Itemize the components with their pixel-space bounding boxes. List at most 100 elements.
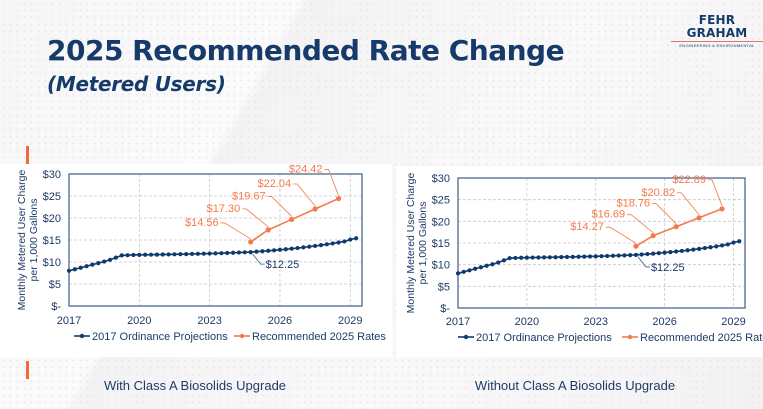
data-point-recommended: [289, 216, 295, 223]
chart-legend: 2017 Ordinance Projections Recommended 20…: [74, 331, 386, 343]
data-point-ordinance: [78, 265, 83, 270]
page-title: 2025 Recommended Rate Change: [47, 34, 565, 67]
x-tick-label: 2020: [127, 315, 151, 327]
y-axis-title: per 1,000 Gallons: [28, 199, 40, 282]
series-line-recommended: [250, 197, 339, 243]
data-point-ordinance: [336, 240, 341, 245]
data-point-ordinance: [737, 239, 742, 244]
data-point-ordinance: [125, 253, 130, 258]
data-point-ordinance: [691, 247, 696, 252]
data-point-ordinance: [708, 245, 713, 250]
series-line-ordinance: [68, 237, 357, 272]
data-point-ordinance: [178, 252, 183, 257]
data-point-ordinance: [455, 271, 461, 276]
data-point-ordinance: [719, 243, 725, 248]
data-point-ordinance: [524, 255, 529, 260]
x-tick-label: 2020: [515, 316, 539, 328]
data-point-ordinance: [473, 266, 478, 271]
data-point-ordinance: [593, 254, 598, 259]
annotation-leader: [637, 256, 650, 268]
data-point-ordinance: [570, 254, 575, 259]
data-point-ordinance: [610, 253, 616, 258]
data-point-ordinance: [195, 251, 201, 256]
legend-marker-icon: [239, 333, 245, 339]
data-point-ordinance: [330, 241, 335, 246]
data-point-ordinance: [272, 248, 277, 253]
y-axis-title: Monthly Metered User Charge: [16, 170, 28, 311]
chart-panel-right: $- $5 $10 $15 $20 $25 $30 2017 2020 2023 2026 2029 M…: [396, 166, 763, 357]
data-point-ordinance: [113, 255, 118, 260]
y-tick-label: $10: [432, 260, 450, 272]
data-point-ordinance: [542, 255, 547, 260]
data-point-ordinance: [668, 250, 673, 255]
data-point-ordinance: [348, 237, 353, 242]
data-point-ordinance: [137, 252, 142, 257]
legend-marker-icon: [463, 334, 469, 340]
data-point-recommended: [650, 233, 656, 239]
data-point-recommended: [633, 243, 639, 249]
annotation-leader: [605, 226, 637, 244]
data-point-ordinance: [160, 252, 165, 257]
data-point-recommended: [335, 195, 342, 202]
y-tick-label: $5: [438, 281, 450, 293]
data-point-ordinance: [674, 249, 679, 254]
chart-with-upgrade: $- $5 $10 $15 $20 $25 $30 2017 2020 2023 2026 2029 M…: [16, 164, 387, 343]
data-point-ordinance: [467, 268, 472, 273]
annotation-leader: [267, 196, 292, 217]
data-label-recommended: $22.04: [257, 178, 291, 190]
chart-without-upgrade: $- $5 $10 $15 $20 $25 $30 2017 2020 2023 2026 2029 M…: [405, 173, 763, 344]
data-point-ordinance: [266, 248, 271, 253]
data-point-ordinance: [66, 268, 72, 273]
x-tick-label: 2029: [721, 316, 745, 328]
data-point-ordinance: [628, 253, 633, 258]
data-point-ordinance: [207, 251, 212, 256]
data-point-ordinance: [553, 255, 558, 260]
caption-without-upgrade: Without Class A Biosolids Upgrade: [474, 378, 676, 393]
annotation-leader: [652, 203, 677, 224]
data-point-ordinance: [189, 251, 195, 257]
data-point-ordinance: [166, 252, 171, 257]
y-axis-title: per 1,000 Gallons: [417, 202, 429, 285]
data-point-ordinance: [318, 243, 324, 248]
data-point-ordinance: [605, 253, 610, 259]
data-label-ordinance: $12.25: [651, 262, 685, 274]
data-point-ordinance: [148, 252, 154, 257]
data-label-recommended: $20.82: [641, 187, 675, 199]
data-point-ordinance: [277, 247, 283, 252]
series-line-recommended: [635, 208, 723, 247]
data-point-ordinance: [84, 264, 89, 269]
data-point-ordinance: [536, 255, 541, 260]
data-point-ordinance: [478, 265, 484, 270]
data-point-ordinance: [289, 246, 294, 251]
page-subtitle: (Metered Users): [47, 72, 226, 96]
x-tick-label: 2017: [446, 316, 470, 328]
data-label-recommended: $19.67: [232, 190, 266, 202]
data-point-ordinance: [484, 263, 489, 268]
data-point-ordinance: [587, 254, 593, 259]
data-point-ordinance: [714, 244, 719, 249]
data-point-ordinance: [496, 260, 501, 265]
data-point-ordinance: [119, 253, 124, 258]
data-point-ordinance: [519, 255, 524, 260]
data-point-ordinance: [576, 254, 581, 259]
chart-legend: 2017 Ordinance Projections Recommended 20…: [458, 332, 763, 344]
plot-area-border: [68, 173, 363, 307]
annotation-leader: [242, 208, 269, 228]
annotation-leader: [677, 192, 700, 216]
data-point-ordinance: [513, 255, 518, 261]
annotation-leader: [220, 222, 251, 240]
data-point-ordinance: [582, 254, 587, 259]
data-point-ordinance: [307, 244, 312, 249]
y-tick-label: $20: [432, 216, 450, 228]
data-label-ordinance: $12.25: [266, 259, 300, 271]
data-point-ordinance: [616, 253, 621, 258]
data-point-ordinance: [313, 243, 318, 249]
data-point-ordinance: [639, 252, 644, 257]
x-tick-label: 2023: [584, 316, 608, 328]
data-point-ordinance: [283, 247, 288, 252]
data-point-ordinance: [507, 256, 512, 261]
data-point-ordinance: [731, 240, 736, 245]
data-point-ordinance: [599, 254, 604, 259]
annotation-leader: [324, 169, 339, 196]
logo-wordmark: FEHR GRAHAM: [671, 14, 763, 42]
